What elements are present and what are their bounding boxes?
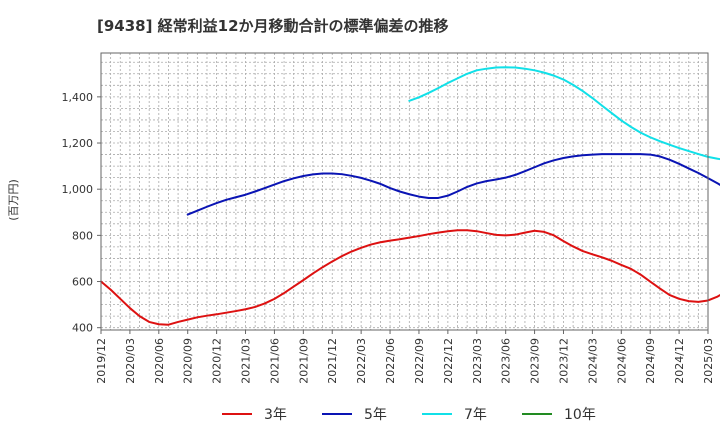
x-tick-label: 2021/03 — [240, 338, 253, 384]
x-tick-label: 2023/09 — [529, 338, 542, 384]
y-tick-label: 400 — [72, 322, 93, 335]
x-tick-label: 2021/06 — [268, 338, 281, 384]
y-tick-label: 1,400 — [62, 91, 94, 104]
x-tick-label: 2021/09 — [297, 338, 310, 384]
x-tick-label: 2023/06 — [500, 338, 513, 384]
y-tick-label: 600 — [72, 276, 93, 289]
plot-frame — [100, 52, 709, 331]
x-tick-label: 2024/03 — [586, 338, 599, 384]
legend-label: 3年 — [264, 407, 287, 423]
series-line — [408, 66, 720, 161]
x-tick-label: 2022/06 — [384, 338, 397, 384]
x-tick-label: 2022/09 — [413, 338, 426, 384]
x-tick-label: 2024/12 — [673, 338, 686, 384]
series-lines — [100, 66, 720, 326]
x-tick-label: 2022/12 — [442, 338, 455, 384]
legend-label: 10年 — [564, 407, 596, 423]
legend-item: 5年 — [322, 407, 387, 423]
series-line — [100, 229, 720, 326]
x-tick-label: 2023/12 — [557, 338, 570, 384]
plot-area — [101, 53, 708, 330]
legend-item: 7年 — [422, 407, 487, 423]
y-axis: 400 600 800 1,000 1,200 1,400 — [62, 91, 101, 335]
x-tick-label: 2024/06 — [615, 338, 628, 384]
y-tick-label: 1,000 — [62, 183, 94, 196]
x-tick-label: 2025/03 — [702, 338, 715, 384]
x-tick-label: 2020/12 — [211, 338, 224, 384]
x-tick-label: 2022/03 — [355, 338, 368, 384]
legend: 3年 5年 7年 10年 — [222, 407, 596, 423]
x-tick-label: 2020/03 — [124, 338, 137, 384]
legend-label: 5年 — [364, 407, 387, 423]
x-axis: 2019/12 2020/03 2020/06 2020/09 2020/12 2021/… — [95, 330, 715, 384]
x-tick-label: 2024/09 — [644, 338, 657, 384]
y-tick-label: 800 — [72, 229, 93, 242]
series-line — [186, 153, 720, 216]
x-tick-label: 2020/06 — [153, 338, 166, 384]
legend-item: 3年 — [222, 407, 287, 423]
chart-title: [9438] 経常利益12か月移動合計の標準偏差の推移 — [97, 17, 449, 35]
y-axis-label: (百万円) — [7, 179, 20, 221]
legend-item: 10年 — [522, 407, 596, 423]
x-tick-label: 2021/12 — [326, 338, 339, 384]
x-tick-label: 2023/03 — [471, 338, 484, 384]
y-tick-label: 1,200 — [62, 137, 94, 150]
legend-label: 7年 — [464, 407, 487, 423]
x-tick-label: 2019/12 — [95, 338, 108, 384]
x-tick-label: 2020/09 — [182, 338, 195, 384]
